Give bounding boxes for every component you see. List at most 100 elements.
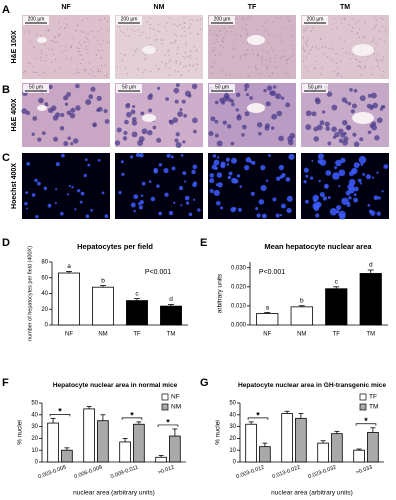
legend-swatch	[161, 393, 169, 401]
nucleus	[371, 176, 375, 179]
nucleus	[244, 111, 250, 117]
texture	[279, 58, 281, 61]
texture	[161, 61, 163, 63]
nucleus	[55, 112, 61, 118]
nucleus	[345, 190, 351, 196]
texture	[97, 68, 99, 70]
nucleus	[21, 108, 28, 114]
texture	[273, 34, 275, 37]
texture	[216, 34, 218, 36]
texture	[232, 24, 234, 27]
texture	[74, 73, 76, 75]
texture	[174, 33, 176, 35]
texture	[179, 24, 181, 26]
texture	[176, 35, 178, 38]
y-axis-label: number of hepatocytes per field (400X)	[27, 246, 33, 341]
texture	[97, 49, 100, 52]
texture	[379, 60, 381, 62]
bar	[92, 286, 114, 326]
bar	[83, 408, 95, 463]
texture	[280, 57, 282, 59]
texture	[189, 32, 191, 34]
nucleus	[90, 86, 96, 92]
texture	[255, 68, 257, 70]
nucleus	[327, 196, 331, 199]
panel-label: A	[2, 4, 10, 16]
texture	[239, 74, 241, 76]
nucleus	[379, 107, 384, 111]
texture	[349, 58, 352, 60]
nucleus	[338, 185, 341, 188]
texture	[309, 50, 311, 52]
texture	[126, 73, 129, 75]
texture	[191, 51, 193, 53]
texture	[274, 66, 277, 69]
nucleus	[88, 94, 94, 100]
texture	[373, 37, 375, 39]
texture	[284, 27, 286, 29]
texture	[149, 27, 151, 29]
significance-letter: d	[369, 262, 373, 269]
nucleus	[325, 126, 330, 131]
texture	[116, 66, 118, 68]
x-tick-label: 0.013-0.022	[272, 465, 302, 481]
texture	[177, 70, 179, 73]
texture	[173, 23, 176, 25]
texture	[355, 59, 357, 61]
texture	[126, 28, 128, 30]
nucleus	[24, 201, 28, 206]
nucleus	[235, 92, 241, 98]
texture	[154, 34, 157, 36]
error-bar	[333, 286, 340, 289]
texture	[246, 17, 248, 19]
nucleus	[55, 188, 58, 191]
significance-letter: d	[169, 296, 173, 303]
nucleus	[120, 160, 124, 164]
scale-bar-bg	[116, 84, 142, 93]
texture	[384, 41, 386, 43]
texture	[317, 48, 320, 50]
panel-label: E	[200, 237, 207, 249]
texture	[92, 71, 94, 73]
chart-title: Hepatocytes per field	[77, 242, 153, 251]
texture	[246, 24, 248, 26]
error-bar	[367, 269, 374, 274]
nucleus	[357, 178, 362, 183]
texture	[184, 51, 186, 54]
x-tick-label: TM	[366, 332, 375, 338]
image-background	[22, 153, 110, 219]
bar	[119, 441, 131, 463]
nucleus	[347, 101, 352, 106]
bar	[281, 413, 293, 463]
nucleus	[66, 92, 71, 97]
texture	[91, 74, 93, 77]
texture	[381, 60, 383, 62]
nucleus	[219, 97, 225, 103]
nucleus	[367, 203, 371, 207]
texture	[149, 23, 152, 26]
scale-bar-label: 50 µm	[122, 84, 136, 90]
texture	[48, 48, 50, 51]
y-tick-label: 0.000	[231, 323, 247, 329]
texture	[355, 21, 358, 24]
nucleus	[216, 172, 223, 178]
legend-label: TF	[369, 394, 377, 401]
nucleus	[179, 108, 183, 112]
texture	[164, 54, 166, 56]
nucleus	[192, 182, 197, 188]
nucleus	[358, 156, 367, 164]
nucleus	[288, 153, 295, 160]
texture	[93, 36, 95, 38]
nucleus	[126, 102, 130, 106]
bar	[133, 423, 145, 463]
texture	[281, 40, 283, 43]
nucleus	[192, 129, 197, 134]
x-tick-label: 0.023-0.032	[308, 465, 338, 481]
nucleus	[348, 196, 352, 200]
nucleus	[104, 214, 109, 218]
nucleus	[369, 123, 374, 128]
texture	[189, 63, 191, 66]
texture	[286, 59, 288, 61]
texture	[165, 63, 168, 65]
nucleus	[85, 158, 88, 162]
